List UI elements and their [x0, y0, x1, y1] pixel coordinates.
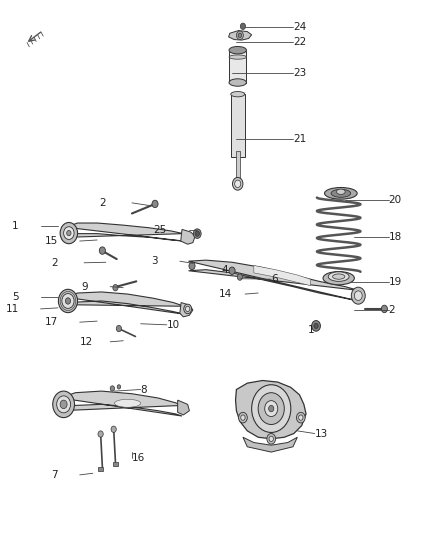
- Circle shape: [258, 393, 284, 424]
- Text: 2: 2: [389, 305, 396, 315]
- Circle shape: [265, 401, 278, 417]
- Circle shape: [57, 396, 71, 413]
- Ellipse shape: [325, 188, 357, 199]
- Bar: [229, 51, 247, 83]
- Polygon shape: [236, 381, 306, 439]
- Text: 1: 1: [12, 221, 19, 231]
- Bar: [236, 151, 240, 183]
- Text: 16: 16: [132, 454, 145, 463]
- Circle shape: [297, 413, 305, 423]
- Text: 11: 11: [6, 304, 19, 314]
- Circle shape: [269, 436, 273, 441]
- Text: 3: 3: [152, 256, 158, 266]
- Polygon shape: [178, 400, 189, 415]
- Circle shape: [237, 274, 243, 280]
- Circle shape: [193, 229, 201, 238]
- Circle shape: [60, 400, 67, 409]
- Ellipse shape: [231, 92, 245, 97]
- Text: 14: 14: [219, 289, 232, 299]
- Text: 19: 19: [389, 277, 402, 287]
- Circle shape: [233, 177, 243, 190]
- Circle shape: [113, 285, 118, 291]
- Circle shape: [65, 298, 71, 304]
- Circle shape: [99, 247, 106, 254]
- Text: 20: 20: [389, 195, 402, 205]
- Polygon shape: [66, 223, 184, 241]
- Text: 1: 1: [308, 325, 315, 335]
- Circle shape: [229, 267, 235, 274]
- Circle shape: [116, 325, 121, 332]
- Text: 18: 18: [389, 232, 402, 243]
- Text: 13: 13: [315, 429, 328, 439]
- Circle shape: [53, 391, 74, 418]
- Text: 15: 15: [45, 236, 58, 246]
- Circle shape: [98, 431, 103, 437]
- Circle shape: [268, 406, 274, 412]
- Text: 4: 4: [221, 265, 228, 274]
- Text: 6: 6: [271, 274, 278, 284]
- Circle shape: [67, 230, 71, 236]
- Bar: [99, 467, 103, 471]
- Circle shape: [184, 304, 191, 314]
- Circle shape: [351, 287, 365, 304]
- Ellipse shape: [332, 274, 345, 279]
- Circle shape: [111, 426, 116, 432]
- Text: 12: 12: [80, 337, 93, 347]
- Circle shape: [381, 305, 388, 313]
- Text: 2: 2: [99, 198, 106, 208]
- Polygon shape: [254, 265, 311, 286]
- Circle shape: [195, 231, 199, 236]
- Ellipse shape: [331, 189, 351, 197]
- Circle shape: [238, 33, 242, 37]
- Text: 9: 9: [82, 281, 88, 292]
- Text: 2: 2: [51, 258, 58, 268]
- Ellipse shape: [323, 271, 354, 285]
- Text: 22: 22: [293, 37, 306, 47]
- Ellipse shape: [229, 55, 247, 59]
- Text: 24: 24: [293, 22, 306, 32]
- Ellipse shape: [229, 79, 247, 86]
- Text: 23: 23: [293, 68, 306, 78]
- Circle shape: [267, 433, 276, 444]
- Circle shape: [110, 386, 115, 391]
- Circle shape: [237, 31, 244, 39]
- Polygon shape: [180, 303, 193, 317]
- Polygon shape: [66, 292, 184, 314]
- Circle shape: [241, 415, 245, 420]
- Text: 7: 7: [51, 470, 58, 480]
- Text: 21: 21: [293, 134, 306, 144]
- Circle shape: [240, 23, 246, 29]
- Circle shape: [252, 385, 291, 432]
- Text: 8: 8: [141, 384, 147, 394]
- Polygon shape: [181, 229, 195, 244]
- Polygon shape: [243, 437, 297, 452]
- Circle shape: [64, 227, 74, 239]
- Ellipse shape: [336, 189, 345, 195]
- Circle shape: [152, 200, 158, 208]
- Text: 10: 10: [167, 320, 180, 330]
- Ellipse shape: [229, 46, 247, 54]
- Circle shape: [185, 306, 190, 312]
- Text: 17: 17: [45, 317, 58, 327]
- Polygon shape: [60, 391, 182, 416]
- Bar: [231, 94, 245, 157]
- Circle shape: [299, 415, 303, 420]
- Ellipse shape: [115, 399, 141, 407]
- Circle shape: [62, 294, 74, 309]
- Polygon shape: [188, 260, 358, 301]
- Text: 25: 25: [154, 225, 167, 236]
- Circle shape: [235, 180, 241, 188]
- Circle shape: [314, 323, 318, 328]
- Circle shape: [117, 385, 120, 389]
- Circle shape: [312, 320, 321, 331]
- Circle shape: [189, 262, 195, 270]
- Circle shape: [58, 289, 78, 313]
- Ellipse shape: [328, 272, 349, 281]
- Text: 5: 5: [12, 292, 19, 302]
- Circle shape: [354, 291, 362, 301]
- Circle shape: [60, 222, 78, 244]
- Bar: [113, 462, 117, 466]
- Polygon shape: [229, 30, 252, 40]
- Circle shape: [239, 413, 247, 423]
